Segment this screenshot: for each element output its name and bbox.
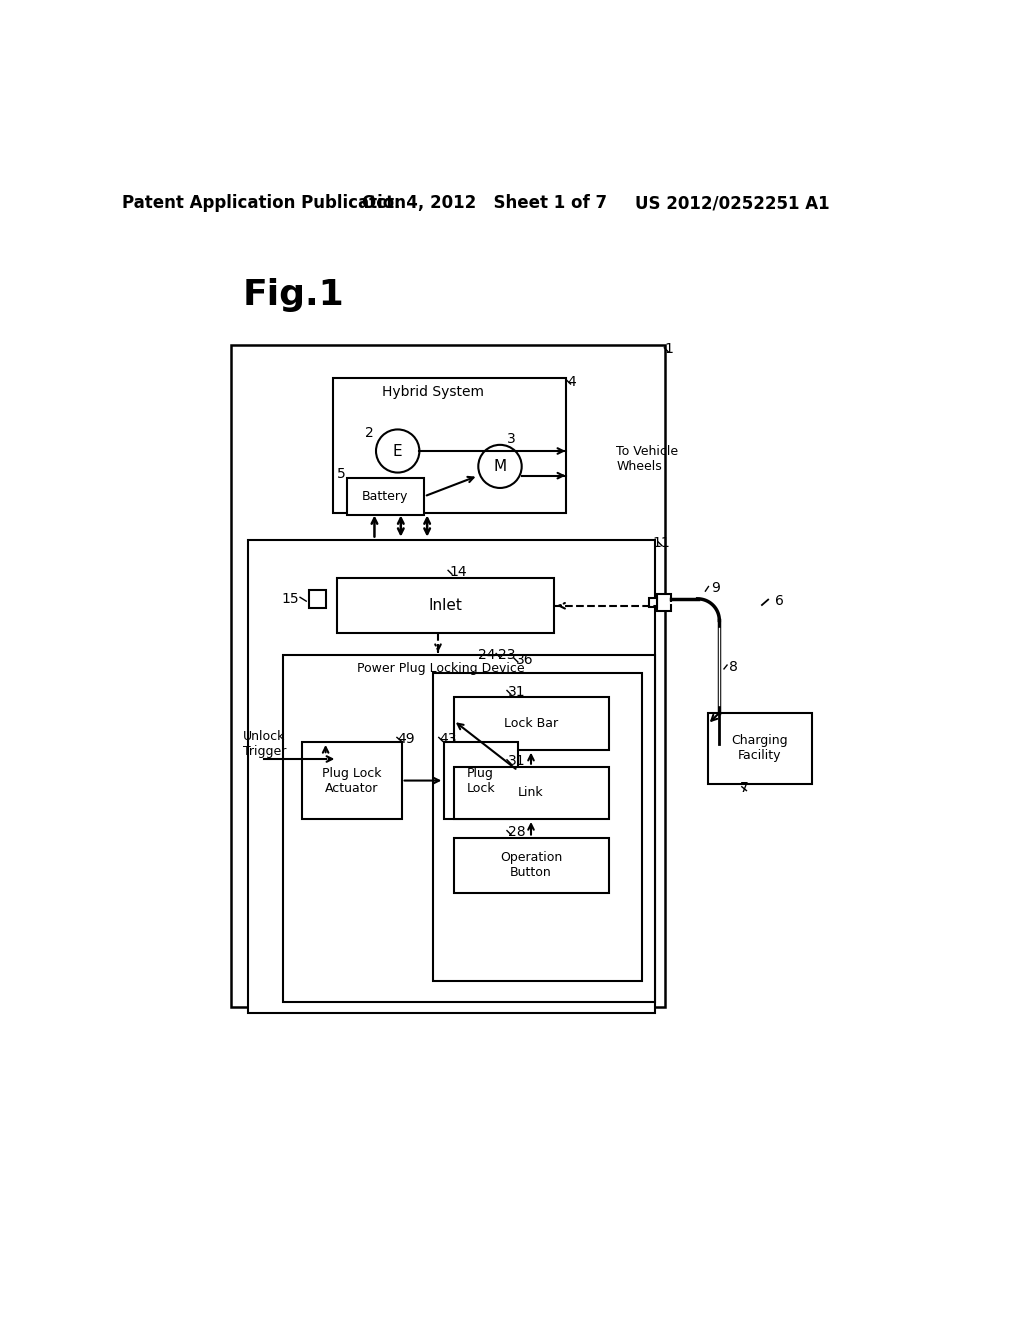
Text: Lock Bar: Lock Bar <box>504 717 558 730</box>
Bar <box>657 594 672 611</box>
Text: 11: 11 <box>652 536 670 550</box>
Text: Plug Lock
Actuator: Plug Lock Actuator <box>323 767 382 795</box>
Text: M: M <box>494 459 507 474</box>
Text: 43: 43 <box>439 733 457 746</box>
Text: 3: 3 <box>507 432 515 446</box>
Text: To Vehicle
Wheels: To Vehicle Wheels <box>616 445 678 473</box>
Text: Inlet: Inlet <box>429 598 463 614</box>
Text: 7: 7 <box>739 781 749 795</box>
Text: 5: 5 <box>337 467 345 480</box>
Text: Plug
Lock: Plug Lock <box>466 767 495 795</box>
Text: 8: 8 <box>729 660 737 673</box>
Bar <box>708 713 812 784</box>
Text: 14: 14 <box>450 565 467 579</box>
Bar <box>283 655 655 1002</box>
Text: US 2012/0252251 A1: US 2012/0252251 A1 <box>635 194 829 213</box>
Bar <box>302 742 401 818</box>
Bar <box>337 578 554 634</box>
Bar <box>308 590 326 609</box>
Bar <box>432 673 642 981</box>
Text: 31: 31 <box>508 754 525 768</box>
Text: Unlock
Trigger: Unlock Trigger <box>243 730 286 758</box>
Text: 2: 2 <box>366 425 374 440</box>
Bar <box>248 540 655 1014</box>
Text: 28: 28 <box>508 825 525 840</box>
Text: Power Plug Locking Device: Power Plug Locking Device <box>356 661 524 675</box>
Bar <box>454 767 608 818</box>
Text: 24: 24 <box>478 648 496 663</box>
Text: 36: 36 <box>515 652 534 667</box>
Bar <box>444 742 518 818</box>
Text: 9: 9 <box>711 581 720 595</box>
Text: 31: 31 <box>508 685 525 700</box>
Text: 6: 6 <box>774 594 783 609</box>
Bar <box>334 378 566 512</box>
Text: E: E <box>393 444 402 458</box>
Bar <box>649 598 657 607</box>
Text: Hybrid System: Hybrid System <box>382 384 483 399</box>
Text: Oct. 4, 2012   Sheet 1 of 7: Oct. 4, 2012 Sheet 1 of 7 <box>361 194 607 213</box>
Text: Battery: Battery <box>362 490 409 503</box>
Text: Operation
Button: Operation Button <box>500 851 562 879</box>
Text: Fig.1: Fig.1 <box>243 279 344 313</box>
Bar <box>346 478 424 515</box>
Text: 1: 1 <box>665 342 674 356</box>
Text: Patent Application Publication: Patent Application Publication <box>122 194 406 213</box>
Text: Charging
Facility: Charging Facility <box>731 734 787 762</box>
Bar <box>454 838 608 892</box>
Bar <box>231 345 665 1007</box>
Text: 23: 23 <box>498 648 515 663</box>
Text: 15: 15 <box>282 591 299 606</box>
Bar <box>454 697 608 750</box>
Text: 49: 49 <box>397 733 416 746</box>
Text: 4: 4 <box>567 375 575 388</box>
Text: Link: Link <box>518 787 544 800</box>
